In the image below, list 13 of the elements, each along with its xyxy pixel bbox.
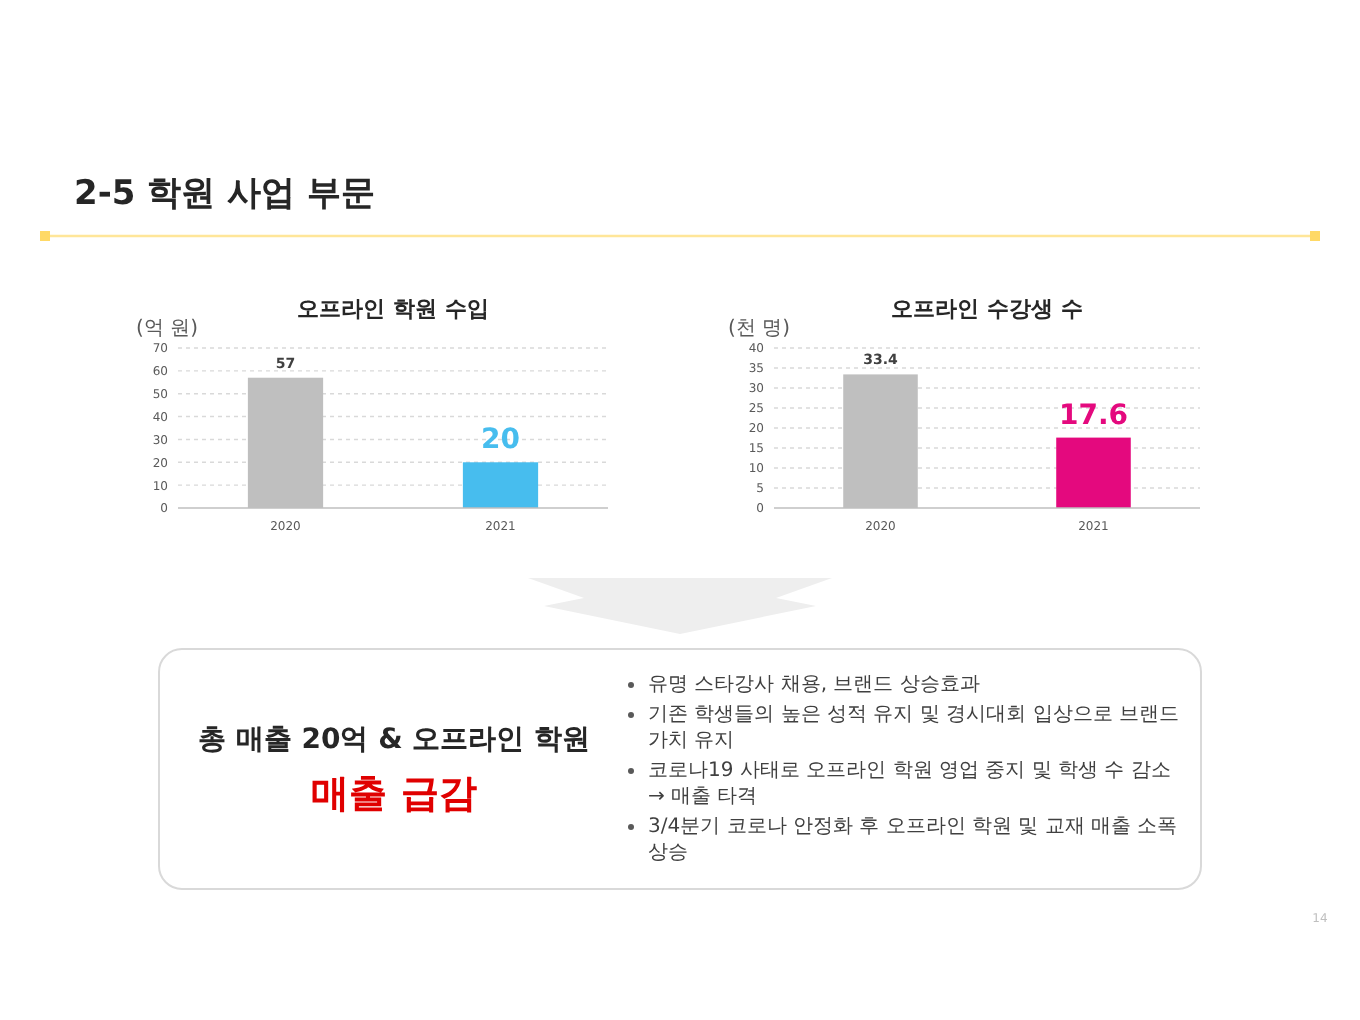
- text: 매출 급감: [309, 769, 479, 819]
- y-axis-title: (천 명): [728, 318, 791, 340]
- data-label: 20: [481, 424, 521, 457]
- text: 3/4분기 코로나 안정화 후 오프라인 학원 및 교재 매출 소폭 상승: [648, 814, 1180, 866]
- data-label: 17.6: [1058, 399, 1129, 432]
- text: 코로나19 사태로 오프라인 학원 영업 중지 및 학생 수 감소 → 매출 타격: [648, 758, 1173, 810]
- text: 2-5 학원 사업 부문: [74, 174, 375, 214]
- chart-title: 오프라인 수강생 수: [891, 296, 1083, 322]
- chart-title: 오프라인 학원 수입: [297, 296, 489, 322]
- y-axis-title: (억 원): [136, 318, 199, 340]
- text: 총 매출 20억 & 오프라인 학원: [195, 721, 593, 759]
- text: 유명 스타강사 채용, 브랜드 상승효과: [648, 672, 982, 698]
- text: 기존 학생들의 높은 성적 유지 및 경시대회 입상으로 브랜드 가치 유지: [648, 702, 1180, 754]
